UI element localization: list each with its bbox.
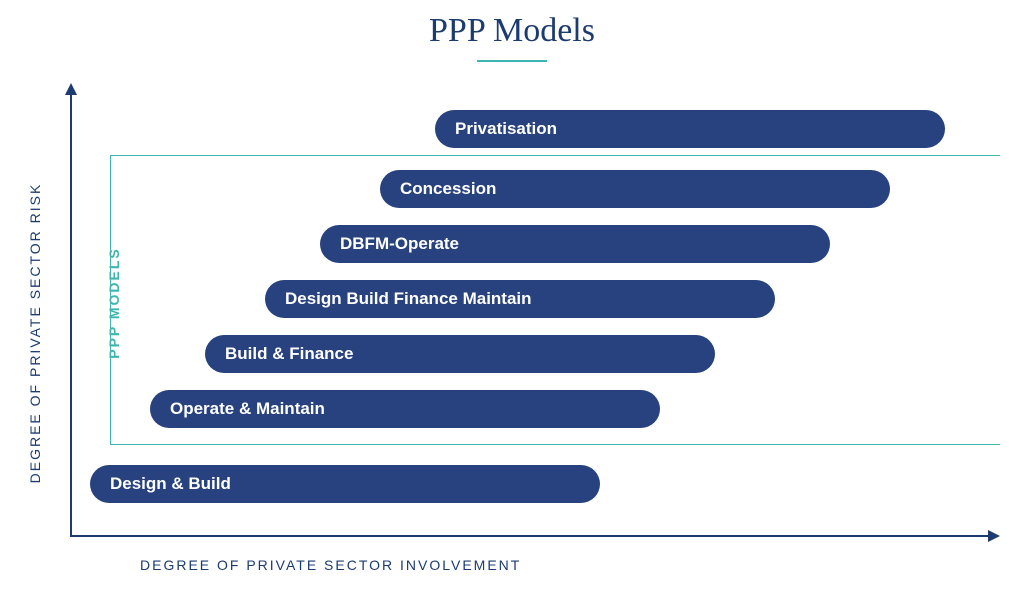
title-area: PPP Models [0,0,1024,62]
bar-label: DBFM-Operate [340,234,459,254]
bar-item: Operate & Maintain [150,390,660,428]
bar-label: Design Build Finance Maintain [285,289,532,309]
x-axis-line [70,535,990,537]
bar-item: Build & Finance [205,335,715,373]
x-axis-arrow-icon [988,530,1000,542]
bar-item: Privatisation [435,110,945,148]
bar-item: DBFM-Operate [320,225,830,263]
bar-label: Concession [400,179,496,199]
y-axis-line [70,90,72,535]
y-axis-label: DEGREE OF PRIVATE SECTOR RISK [27,183,43,484]
x-axis-label: DEGREE OF PRIVATE SECTOR INVOLVEMENT [140,557,521,573]
chart-area: DEGREE OF PRIVATE SECTOR RISK PPP MODELS… [40,85,1000,565]
ppp-models-box-label: PPP MODELS [106,247,122,359]
bar-label: Privatisation [455,119,557,139]
bar-label: Design & Build [110,474,231,494]
chart-title: PPP Models [0,12,1024,50]
bar-item: Concession [380,170,890,208]
bar-label: Build & Finance [225,344,353,364]
title-underline [477,60,547,62]
bar-item: Design Build Finance Maintain [265,280,775,318]
bar-label: Operate & Maintain [170,399,325,419]
bar-item: Design & Build [90,465,600,503]
